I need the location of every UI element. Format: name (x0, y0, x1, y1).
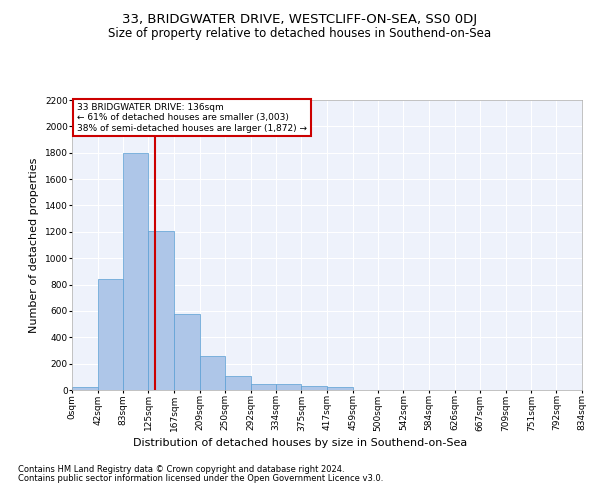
Text: Size of property relative to detached houses in Southend-on-Sea: Size of property relative to detached ho… (109, 28, 491, 40)
Bar (225, 376, 251, 390)
Text: 33 BRIDGWATER DRIVE: 136sqm
← 61% of detached houses are smaller (3,003)
38% of : 33 BRIDGWATER DRIVE: 136sqm ← 61% of det… (77, 103, 307, 132)
Text: Contains public sector information licensed under the Open Government Licence v3: Contains public sector information licen… (18, 474, 383, 483)
Text: 33, BRIDGWATER DRIVE, WESTCLIFF-ON-SEA, SS0 0DJ: 33, BRIDGWATER DRIVE, WESTCLIFF-ON-SEA, … (122, 12, 478, 26)
Y-axis label: Number of detached properties: Number of detached properties (29, 158, 39, 332)
Bar (98, 280, 123, 390)
Bar (174, 314, 200, 390)
Bar (148, 230, 174, 390)
Bar (123, 152, 148, 390)
Bar (276, 384, 301, 390)
Bar (251, 384, 276, 390)
Bar (327, 388, 353, 390)
Bar (301, 386, 327, 390)
Text: Distribution of detached houses by size in Southend-on-Sea: Distribution of detached houses by size … (133, 438, 467, 448)
Bar (72, 386, 98, 390)
Bar (200, 356, 225, 390)
Text: Contains HM Land Registry data © Crown copyright and database right 2024.: Contains HM Land Registry data © Crown c… (18, 466, 344, 474)
